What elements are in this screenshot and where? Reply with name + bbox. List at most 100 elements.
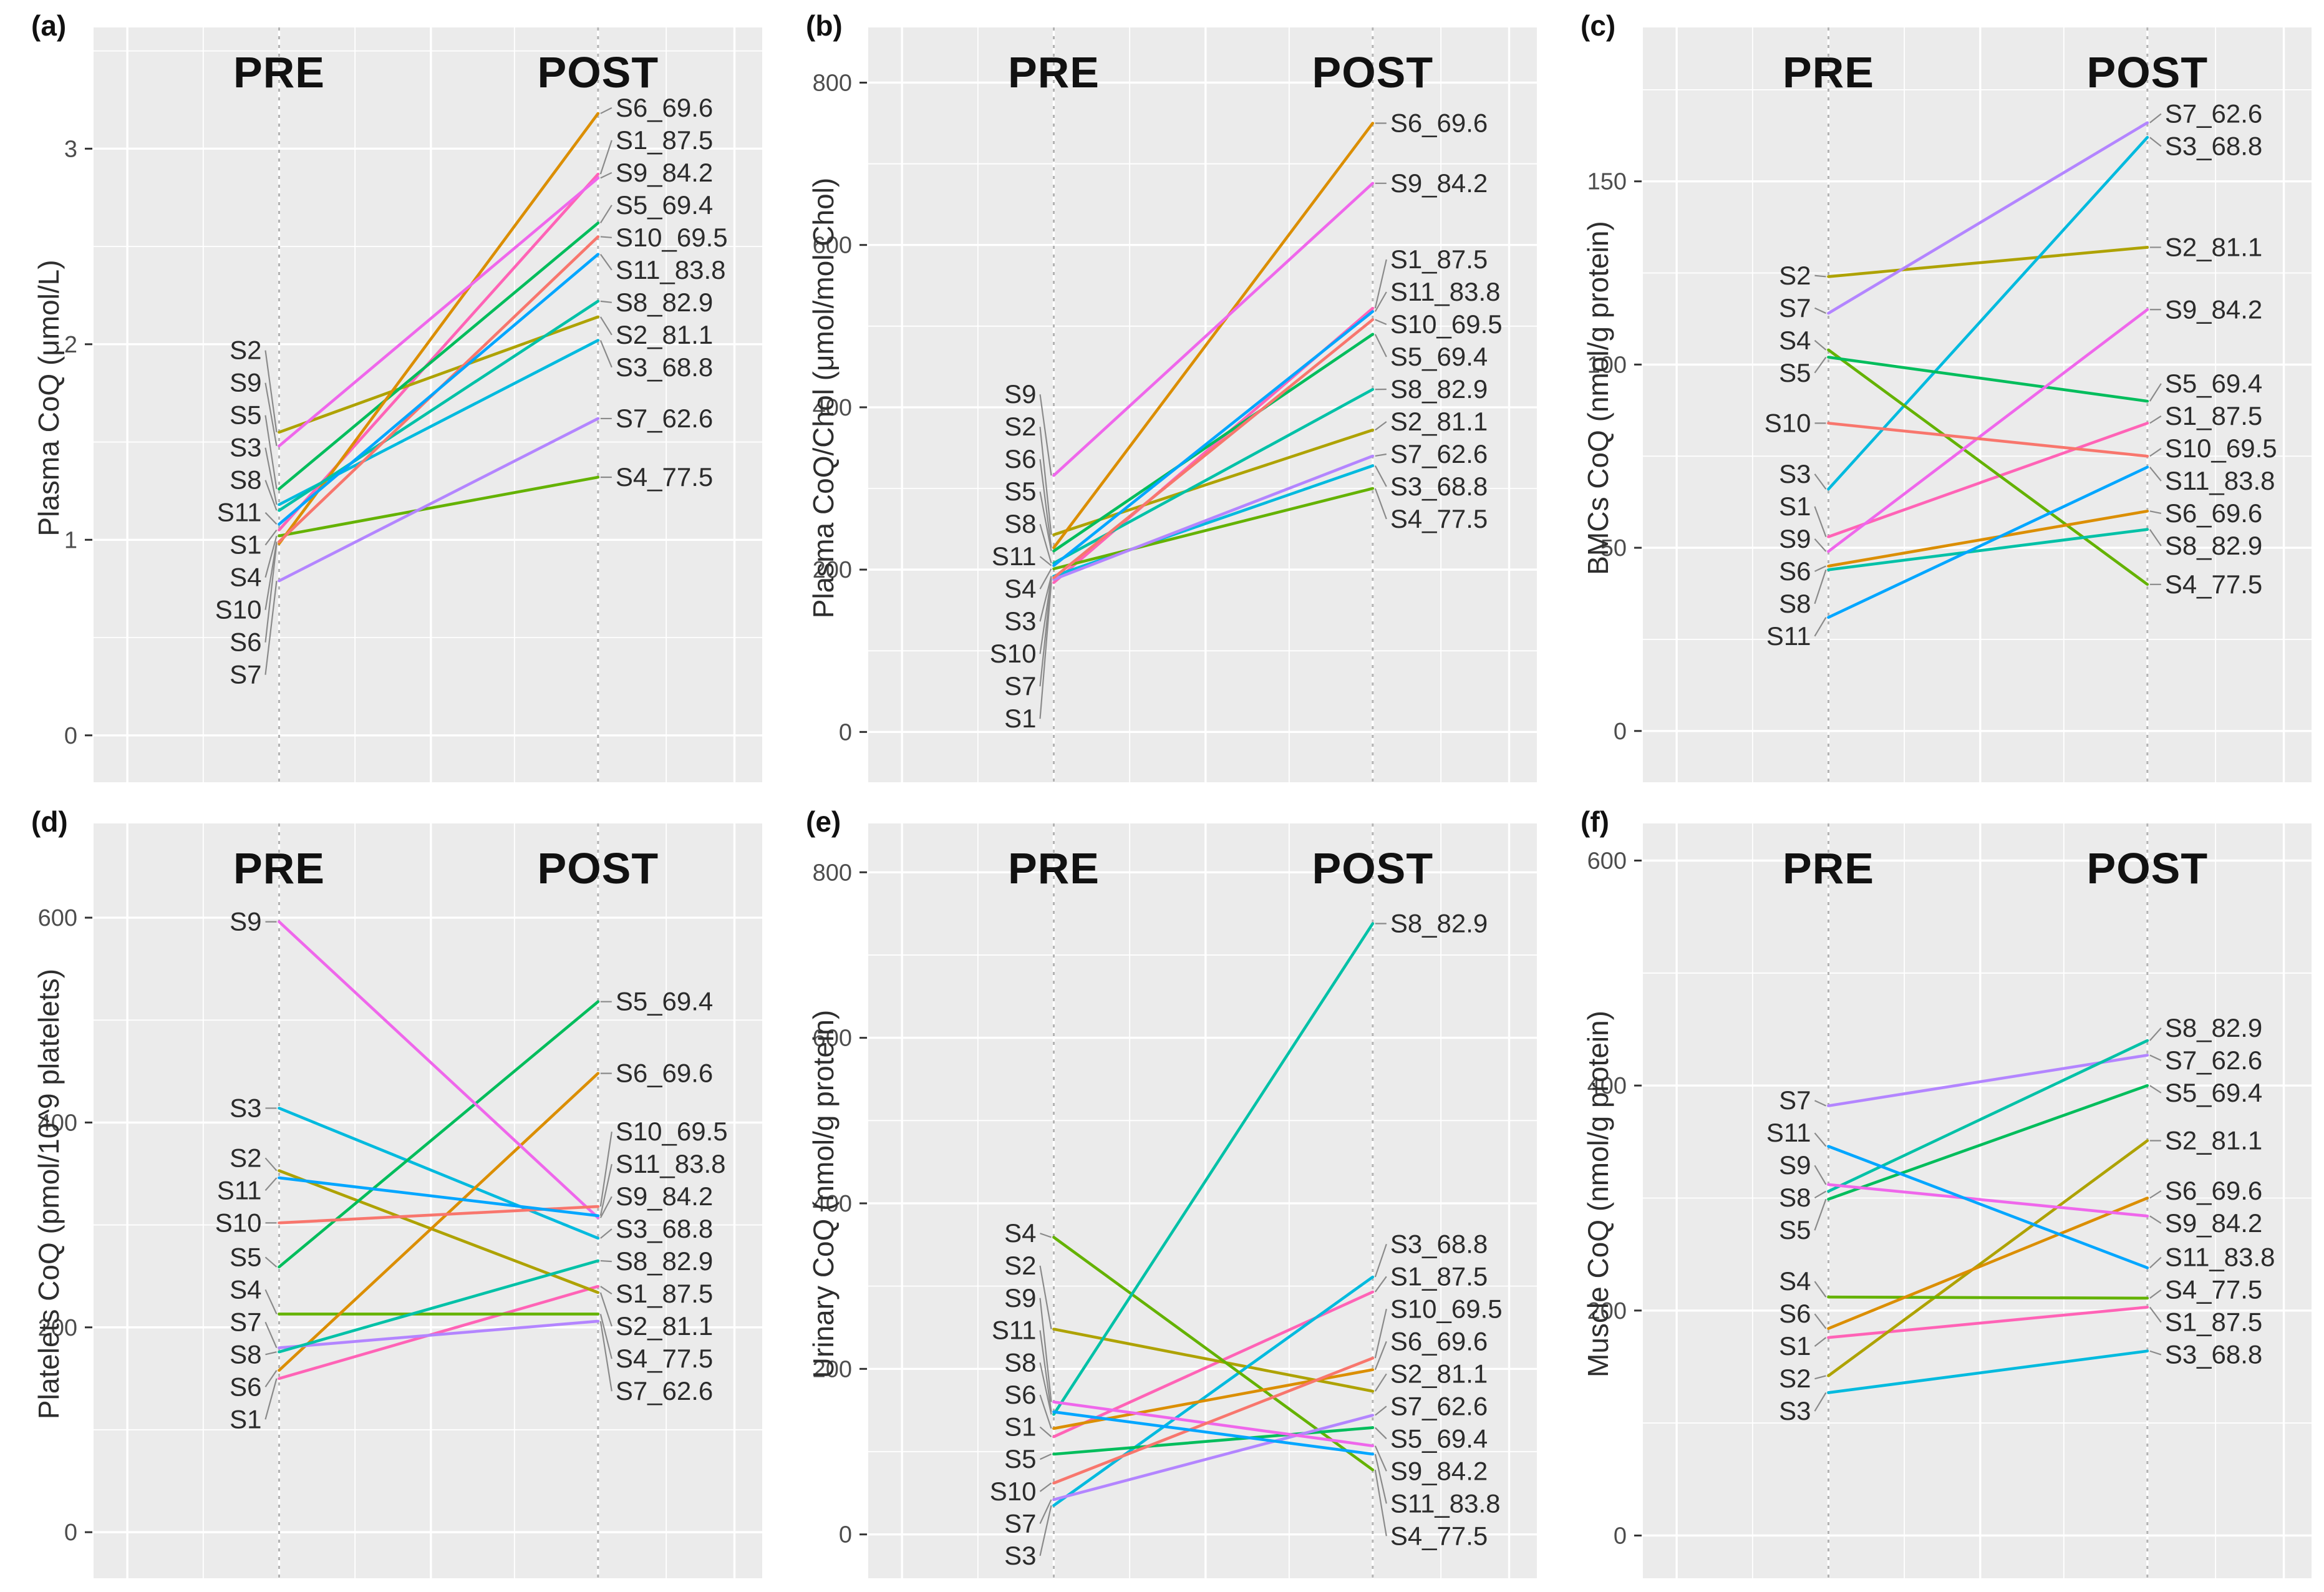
subject-label-post: S8_82.9 — [2165, 531, 2262, 560]
series-line-S3 — [278, 1107, 600, 1240]
subject-label-pre: S8 — [230, 465, 261, 495]
subject-label-post: S2_81.1 — [616, 1311, 713, 1341]
subject-label-pre: S7 — [1779, 293, 1811, 323]
subject-label-pre: S9 — [1779, 1150, 1811, 1180]
series-line-S2 — [1827, 246, 2149, 278]
series-line-S7 — [1052, 454, 1375, 581]
label-connector — [1374, 291, 1387, 312]
label-connector — [2149, 1027, 2162, 1041]
series-line-S8 — [278, 299, 600, 512]
label-connector — [264, 529, 278, 546]
series-line-S2 — [278, 1169, 600, 1294]
label-connector — [264, 1378, 278, 1420]
column-header-pre: PRE — [233, 844, 325, 893]
label-connector — [599, 140, 612, 175]
subject-label-post: S11_83.8 — [2165, 1243, 2275, 1272]
label-connector — [264, 1289, 278, 1314]
series-line-S9 — [1827, 1183, 2149, 1218]
subject-label-post: S9_84.2 — [1390, 1456, 1488, 1485]
label-connector — [264, 480, 278, 511]
series-line-S6 — [278, 1072, 600, 1372]
subject-label-pre: S7 — [1779, 1085, 1811, 1115]
label-connector — [1374, 259, 1387, 309]
series-line-S7 — [1052, 1414, 1375, 1502]
subject-label-post: S1_87.5 — [2165, 1308, 2262, 1337]
y-axis-title: Plasma CoQ (μmol/L) — [32, 260, 65, 536]
subject-label-post: S10_69.5 — [616, 223, 728, 252]
subject-label-pre: S6 — [230, 1372, 261, 1401]
label-connector — [264, 447, 278, 505]
series-line-S2 — [1827, 1139, 2149, 1377]
subject-label-pre: S7 — [1004, 671, 1036, 701]
label-connector — [1375, 453, 1387, 457]
label-connector — [1039, 568, 1052, 590]
subject-label-post: S6_69.6 — [2165, 1176, 2262, 1205]
series-line-S11 — [1052, 1410, 1375, 1456]
label-connector — [1375, 1427, 1387, 1440]
series-line-S6 — [1827, 1196, 2149, 1330]
subject-label-pre: S4 — [1779, 326, 1811, 355]
label-connector — [2149, 1215, 2162, 1224]
subject-label-pre: S11 — [1766, 621, 1811, 651]
subject-label-pre: S10 — [990, 639, 1037, 668]
subject-label-post: S1_87.5 — [1390, 245, 1488, 274]
subject-label-post: S10_69.5 — [2165, 434, 2277, 463]
series-line-S5 — [1052, 332, 1375, 553]
axis-tick-label: 0 — [839, 719, 852, 745]
subject-label-pre: S8 — [1004, 509, 1036, 538]
subject-label-pre: S4 — [1004, 1218, 1036, 1248]
subject-label-pre: S3 — [1779, 459, 1811, 488]
subject-label-post: S9_84.2 — [2165, 294, 2262, 324]
label-connector — [2149, 529, 2162, 546]
label-connector — [1814, 1132, 1827, 1147]
panel-letter: (c) — [1581, 9, 1616, 42]
panel-b: (b) Plasma CoQ/Chol (μmol/mol Chol) PRE … — [775, 0, 1549, 796]
series-line-S9 — [278, 177, 600, 448]
axis-tick-label: 200 — [38, 1315, 77, 1341]
subject-label-pre: S8 — [1779, 1183, 1811, 1212]
subject-label-pre: S3 — [1004, 1541, 1036, 1570]
subject-label-post: S6_69.6 — [2165, 498, 2262, 528]
label-connector — [264, 580, 278, 675]
series-line-S11 — [1052, 310, 1375, 567]
subject-label-post: S5_69.4 — [616, 190, 713, 220]
column-header-pre: PRE — [233, 48, 325, 97]
subject-label-pre: S2 — [1004, 412, 1036, 441]
label-connector — [2149, 383, 2162, 402]
panel-f: (f) Muscle CoQ (nmol/g protein) PRE POST… — [1549, 796, 2324, 1592]
plot-background — [868, 823, 1537, 1578]
label-connector — [264, 1321, 278, 1349]
axis-tick-label: 3 — [64, 136, 77, 162]
subject-label-post: S9_84.2 — [616, 158, 713, 187]
subject-label-post: S10_69.5 — [1390, 309, 1503, 339]
subject-label-pre: S1 — [230, 530, 261, 560]
subject-label-post: S2_81.1 — [616, 320, 713, 349]
series-line-S5 — [1827, 356, 2149, 403]
subject-label-post: S4_77.5 — [2165, 570, 2262, 599]
panel-letter: (a) — [31, 9, 67, 42]
label-connector — [1814, 617, 1827, 637]
subject-label-post: S4_77.5 — [2165, 1275, 2262, 1304]
subject-label-pre: S10 — [990, 1477, 1037, 1506]
label-connector — [2149, 467, 2162, 482]
series-line-S7 — [278, 1319, 600, 1349]
subject-label-pre: S11 — [992, 541, 1037, 571]
axis-tick-label: 400 — [813, 395, 852, 421]
label-connector — [264, 543, 278, 643]
subject-label-post: S11_83.8 — [616, 1149, 726, 1178]
axis-tick-label: 1 — [64, 527, 77, 553]
label-connector — [599, 1163, 612, 1216]
subject-label-post: S8_82.9 — [616, 288, 713, 317]
subject-label-pre: S9 — [1004, 379, 1036, 409]
subject-label-pre: S11 — [217, 498, 262, 527]
axis-tick-label: 400 — [1587, 1073, 1627, 1099]
label-connector — [1814, 1337, 1827, 1347]
subject-label-post: S7_62.6 — [2165, 1046, 2262, 1075]
series-line-S8 — [1827, 528, 2149, 571]
subject-label-post: S3_68.8 — [2165, 131, 2262, 160]
label-connector — [1814, 538, 1827, 552]
subject-label-post: S2_81.1 — [1390, 1359, 1488, 1388]
series-line-S3 — [1052, 1275, 1375, 1507]
subject-label-post: S8_82.9 — [616, 1246, 713, 1276]
